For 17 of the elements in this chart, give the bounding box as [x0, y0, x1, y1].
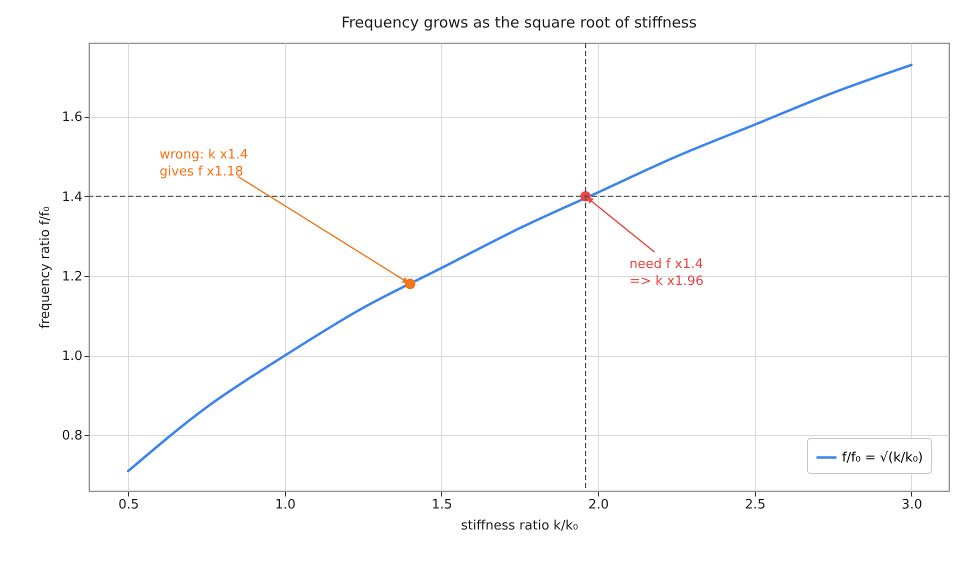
- y-axis-title: frequency ratio f/f₀: [38, 206, 53, 329]
- x-tick-label: 2.5: [744, 498, 766, 512]
- annotation: need f x1.4 => k x1.96: [629, 257, 704, 290]
- y-tick-label: 1.0: [62, 349, 82, 364]
- legend-label: f/f₀ = √(k/k₀): [842, 450, 923, 466]
- x-tick-label: 2.0: [588, 498, 609, 512]
- x-tick-label: 3.0: [902, 498, 922, 512]
- y-tick-label: 0.8: [62, 428, 82, 444]
- chart-title: Frequency grows as the square root of stiffness: [341, 13, 697, 32]
- y-tick-label: 1.4: [62, 190, 82, 205]
- y-tick-label: 1.2: [62, 269, 82, 284]
- x-tick-label: 0.5: [118, 498, 140, 512]
- x-axis-title: stiffness ratio k/k₀: [460, 518, 578, 534]
- y-tick-label: 1.6: [62, 110, 82, 126]
- x-tick-label: 1.5: [432, 498, 452, 512]
- annotation: wrong: k x1.4 gives f x1.18: [159, 148, 248, 180]
- x-tick-label: 1.0: [274, 498, 296, 512]
